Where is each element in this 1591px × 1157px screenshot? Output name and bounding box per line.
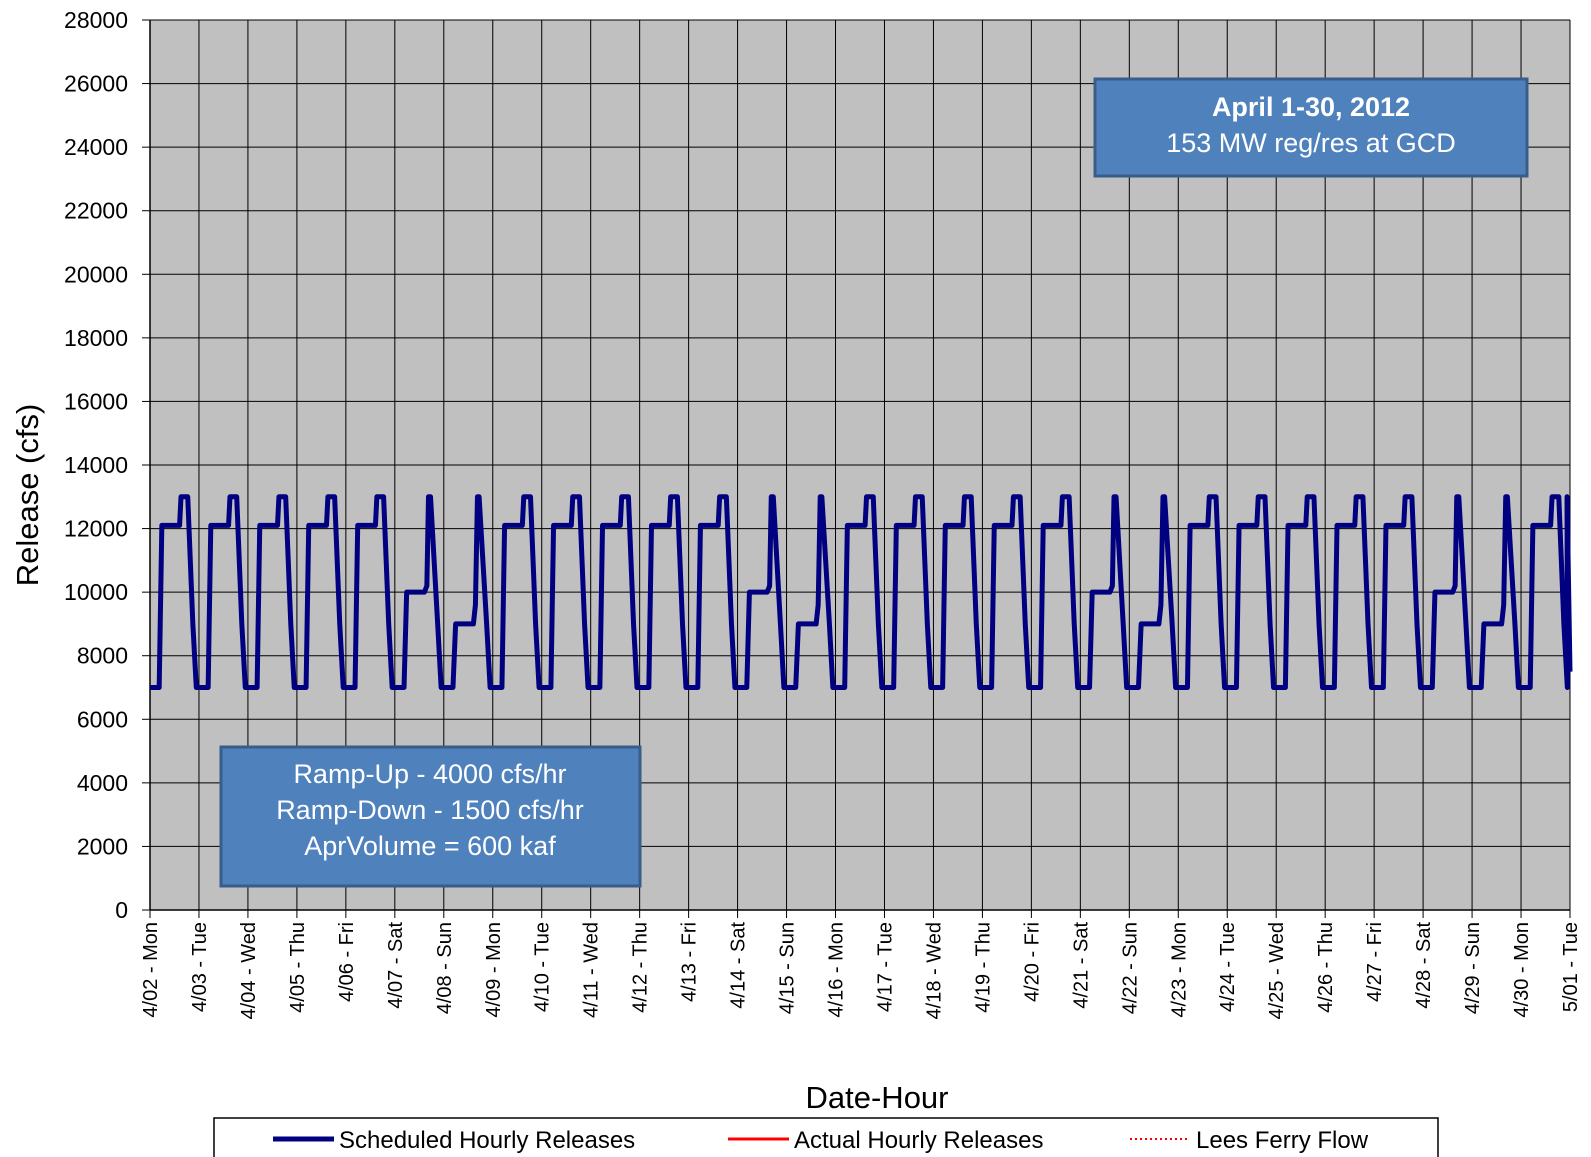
y-tick-labels: 0 2000 4000 6000 8000 10000 12000 14000 16000 180… — [64, 7, 128, 923]
y-tick-label: 16000 — [64, 388, 128, 414]
legend-frame — [213, 1117, 1439, 1157]
x-tick-label: 4/12 - Thu — [630, 922, 652, 1013]
x-tick-label: 4/14 - Sat — [728, 922, 750, 1009]
annotation-ramp-up: Ramp-Up - 4000 cfs/hr — [293, 759, 566, 789]
x-tick-labels: 4/02 - Mon 4/03 - Tue 4/04 - Wed 4/05 - Thu… — [140, 922, 1582, 1020]
x-tick-label: 4/28 - Sat — [1413, 922, 1435, 1009]
x-tick-label: 4/26 - Thu — [1315, 922, 1337, 1013]
annotation-box-ramps: Ramp-Up - 4000 cfs/hr Ramp-Down - 1500 c… — [219, 745, 642, 888]
x-tick-label: 4/15 - Sun — [777, 922, 799, 1014]
annotation-box-period: April 1-30, 2012 153 MW reg/res at GCD — [1093, 77, 1529, 178]
x-tick-label: 4/23 - Mon — [1168, 922, 1190, 1018]
x-tick-label: 4/30 - Mon — [1511, 922, 1533, 1018]
x-tick-label: 5/01 - Tue — [1560, 922, 1582, 1012]
x-tick-label: 4/02 - Mon — [140, 922, 162, 1018]
y-tick-label: 10000 — [64, 579, 128, 605]
x-tick-label: 4/10 - Tue — [532, 922, 554, 1012]
annotation-period-line1: April 1-30, 2012 — [1212, 92, 1410, 122]
y-tick-label: 4000 — [77, 770, 128, 796]
annotation-period-line2: 153 MW reg/res at GCD — [1166, 128, 1456, 158]
y-tick-label: 0 — [115, 897, 128, 923]
y-tick-label: 12000 — [64, 516, 128, 542]
legend: Scheduled Hourly Releases Actual Hourly … — [213, 1117, 1439, 1157]
x-tick-label: 4/08 - Sun — [434, 922, 456, 1014]
annotation-ramp-down: Ramp-Down - 1500 cfs/hr — [276, 795, 584, 825]
x-tick-label: 4/03 - Tue — [189, 922, 211, 1012]
x-tick-label: 4/09 - Mon — [483, 922, 505, 1018]
legend-label-scheduled: Scheduled Hourly Releases — [339, 1127, 635, 1154]
y-tick-label: 14000 — [64, 452, 128, 478]
x-tick-label: 4/18 - Wed — [923, 922, 945, 1019]
x-tick-label: 4/24 - Tue — [1217, 922, 1239, 1012]
y-tick-label: 24000 — [64, 134, 128, 160]
y-tick-label: 8000 — [77, 643, 128, 669]
x-tick-label: 4/04 - Wed — [238, 922, 260, 1019]
x-tick-label: 4/16 - Mon — [826, 922, 848, 1018]
annotation-volume: AprVolume = 600 kaf — [304, 831, 556, 861]
x-tick-label: 4/06 - Fri — [336, 922, 358, 1002]
y-tick-label: 2000 — [77, 833, 128, 859]
x-tick-label: 4/17 - Tue — [874, 922, 896, 1012]
x-tick-label: 4/25 - Wed — [1266, 922, 1288, 1019]
x-tick-label: 4/21 - Sat — [1070, 922, 1092, 1009]
y-tick-label: 20000 — [64, 261, 128, 287]
y-tick-label: 22000 — [64, 198, 128, 224]
y-tick-label: 6000 — [77, 706, 128, 732]
legend-label-lees-ferry: Lees Ferry Flow — [1196, 1127, 1369, 1154]
x-axis-title: Date-Hour — [806, 1080, 949, 1115]
y-tick-label: 26000 — [64, 71, 128, 97]
x-tick-label: 4/07 - Sat — [385, 922, 407, 1009]
y-tick-label: 18000 — [64, 325, 128, 351]
x-tick-label: 4/05 - Thu — [287, 922, 309, 1013]
x-tick-label: 4/20 - Fri — [1021, 922, 1043, 1002]
x-tick-label: 4/22 - Sun — [1119, 922, 1141, 1014]
x-tick-label: 4/13 - Fri — [679, 922, 701, 1002]
series-layer — [150, 494, 1573, 690]
x-tick-label: 4/27 - Fri — [1364, 922, 1386, 1002]
x-tick-label: 4/11 - Wed — [581, 922, 603, 1018]
x-tick-label: 4/29 - Sun — [1462, 922, 1484, 1014]
series-line-scheduled — [150, 494, 1573, 690]
y-axis-title: Release (cfs) — [10, 404, 45, 587]
legend-label-actual: Actual Hourly Releases — [794, 1127, 1043, 1154]
y-tick-label: 28000 — [64, 7, 128, 33]
x-tick-label: 4/19 - Thu — [972, 922, 994, 1013]
